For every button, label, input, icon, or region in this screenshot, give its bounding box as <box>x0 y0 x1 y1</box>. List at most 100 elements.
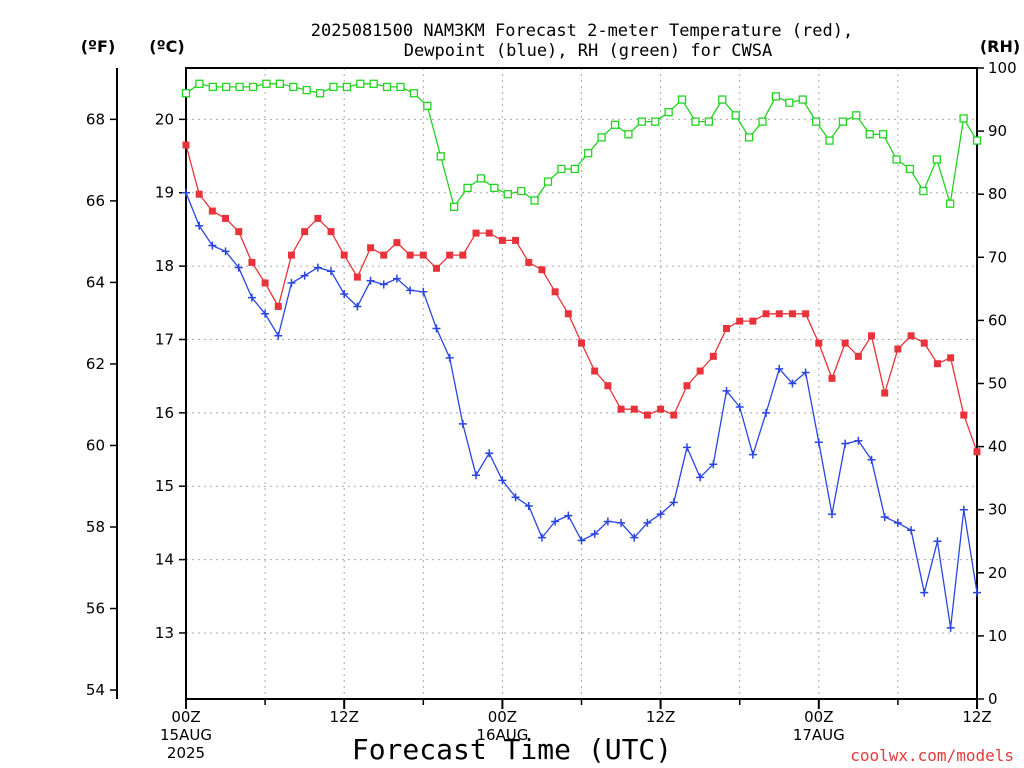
rh-point <box>476 174 486 183</box>
dewpoint-point <box>722 386 731 395</box>
dewpoint-point <box>300 271 309 280</box>
x-tick-label: 12Z <box>330 708 359 726</box>
credit-link[interactable]: coolwx.com/models <box>850 746 1014 765</box>
temperature-point <box>907 332 915 340</box>
rh-point <box>892 155 901 164</box>
dewpoint-point <box>880 513 889 522</box>
dewpoint-point <box>841 439 850 448</box>
temperature-point <box>578 339 585 347</box>
temperature-point <box>512 236 520 244</box>
dewpoint-point <box>696 473 705 482</box>
rh-point <box>557 164 566 174</box>
rh-point <box>530 196 539 205</box>
rh-point <box>919 186 928 196</box>
dewpoint-point <box>379 280 388 289</box>
rh-point <box>664 108 673 117</box>
rh-point <box>932 155 941 164</box>
fahrenheit-tick-label: 56 <box>86 600 105 618</box>
dewpoint-point <box>893 518 902 527</box>
rh-point <box>289 82 298 92</box>
rh-point <box>302 85 311 95</box>
dewpoint-point <box>511 493 520 502</box>
temperature-point <box>670 411 678 419</box>
dewpoint-point <box>854 436 863 445</box>
rh-point <box>972 136 982 145</box>
temperature-point <box>683 382 691 390</box>
rh-point <box>811 117 821 126</box>
rh-point <box>610 120 620 129</box>
dewpoint-series <box>182 188 981 632</box>
temperature-point <box>802 310 810 318</box>
rh-point <box>382 82 392 92</box>
rh-point <box>423 101 432 111</box>
dewpoint-point <box>419 287 428 296</box>
dewpoint-point <box>458 419 467 428</box>
rh-point <box>195 79 204 88</box>
rh-point <box>463 183 472 193</box>
dewpoint-point <box>959 505 968 514</box>
dewpoint-point <box>590 529 599 538</box>
dewpoint-point <box>682 443 691 452</box>
rh-point <box>771 92 781 101</box>
dewpoint-point <box>366 276 375 285</box>
rh-point <box>356 79 365 88</box>
temperature-point <box>788 310 796 318</box>
dewpoint-point <box>234 263 243 272</box>
temperature-point <box>696 367 704 375</box>
temperature-point <box>564 310 572 318</box>
rh-point <box>449 202 459 211</box>
rh-point <box>543 177 553 186</box>
temperature-point <box>933 360 941 368</box>
rh-point <box>704 117 714 126</box>
celsius-tick-label: 15 <box>155 477 174 495</box>
x-tick-label: 00Z <box>804 708 833 726</box>
dewpoint-point <box>801 368 810 377</box>
temperature-point <box>393 239 401 247</box>
temperature-point <box>538 266 546 274</box>
rh-tick-label: 70 <box>988 248 1007 266</box>
rh-point <box>222 82 231 92</box>
rh-point <box>758 117 767 126</box>
temperature-point <box>459 251 467 259</box>
temperature-point <box>406 251 414 259</box>
dewpoint-point <box>748 450 757 459</box>
rh-point <box>490 183 499 193</box>
rh-point <box>744 133 754 142</box>
x-tick-date-label: 15AUG <box>160 726 212 744</box>
celsius-tick-label: 18 <box>155 257 174 275</box>
dewpoint-point <box>669 498 678 507</box>
temperature-point <box>380 251 388 259</box>
temperature-point <box>314 214 322 222</box>
rh-point <box>396 82 405 92</box>
celsius-tick-label: 20 <box>155 110 174 128</box>
temperature-point <box>235 228 243 236</box>
temperature-point <box>762 310 770 318</box>
rh-point <box>946 199 955 208</box>
rh-point <box>315 89 325 98</box>
dewpoint-point <box>472 471 481 480</box>
rh-tick-label: 100 <box>988 59 1017 77</box>
dewpoint-point <box>814 438 823 447</box>
temperature-point <box>894 345 902 353</box>
x-tick-label: 00Z <box>488 708 517 726</box>
temperature-point <box>736 317 744 325</box>
fahrenheit-tick-label: 54 <box>86 681 105 699</box>
rh-point <box>342 82 352 92</box>
dewpoint-point <box>643 518 652 527</box>
temperature-series <box>182 141 981 456</box>
temperature-point <box>591 367 599 375</box>
temperature-point <box>749 317 757 325</box>
dewpoint-point <box>432 324 441 333</box>
dewpoint-point <box>564 511 573 520</box>
temperature-point <box>775 310 783 318</box>
chart-title-line-1: 2025081500 NAM3KM Forecast 2-meter Tempe… <box>311 21 853 41</box>
rh-point <box>879 130 888 139</box>
temperature-point <box>208 207 216 215</box>
chart-title-line-2: Dewpoint (blue), RH (green) for CWSA <box>404 41 772 61</box>
x-axis-title: Forecast Time (UTC) <box>352 733 672 766</box>
rh-tick-label: 0 <box>988 690 998 708</box>
dewpoint-point <box>551 517 560 526</box>
rh-point <box>905 164 915 174</box>
dewpoint-point <box>933 537 942 546</box>
